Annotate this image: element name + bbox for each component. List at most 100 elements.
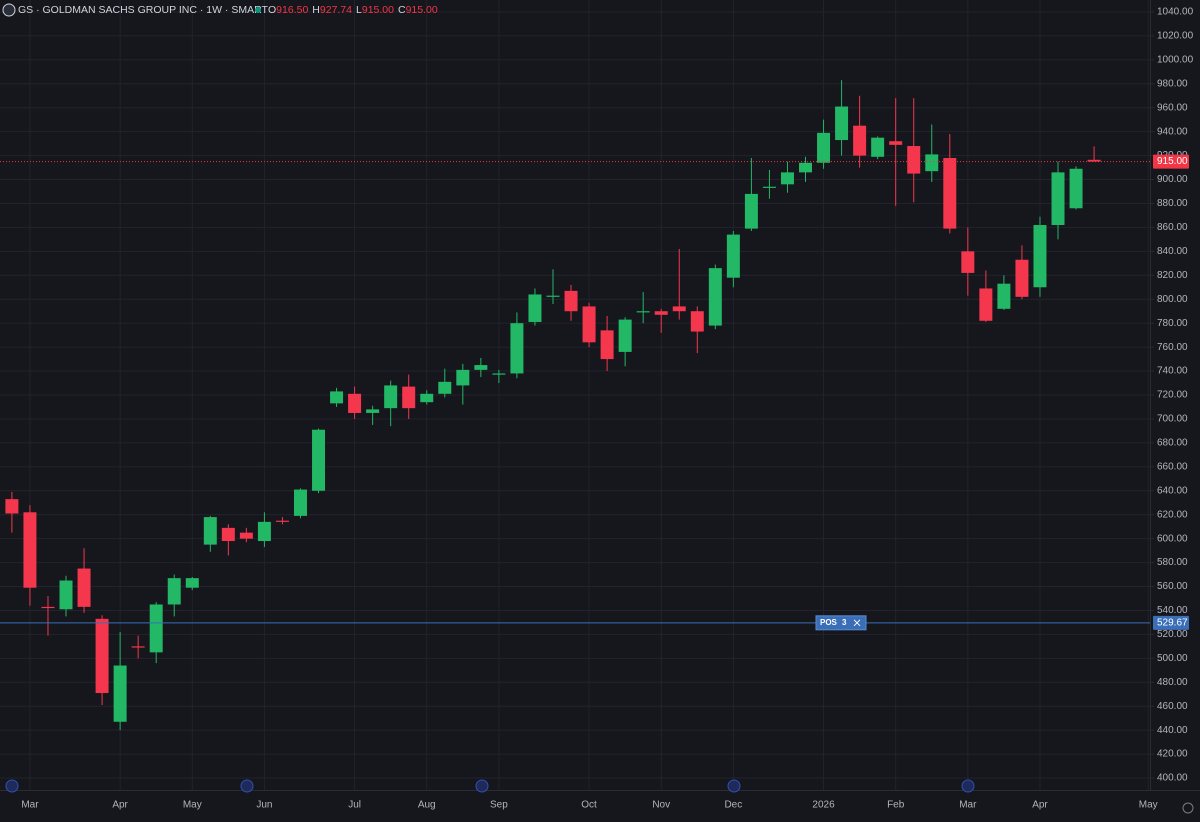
y-tick-label: 580.00	[1157, 557, 1188, 568]
y-tick-label: 640.00	[1157, 485, 1188, 496]
candle-body	[528, 294, 542, 322]
ohlc-value: 916.50	[276, 4, 308, 16]
event-icon[interactable]	[961, 779, 975, 793]
y-tick-label: 680.00	[1157, 438, 1188, 449]
x-tick-label: Apr	[1032, 800, 1048, 811]
x-tick-label: Dec	[724, 800, 742, 811]
event-markers	[5, 779, 975, 793]
candle-body	[853, 125, 867, 156]
candle-body	[997, 283, 1011, 309]
settings-icon[interactable]	[1182, 802, 1194, 814]
candle-body	[510, 323, 524, 374]
y-tick-label: 720.00	[1157, 390, 1188, 401]
candle-body	[1051, 172, 1065, 226]
candle-body	[618, 319, 632, 352]
candle-body	[185, 578, 199, 588]
y-tick-label: 1040.00	[1157, 7, 1194, 18]
y-tick-label: 500.00	[1157, 653, 1188, 664]
close-icon	[853, 619, 861, 627]
candle-body	[1033, 225, 1047, 288]
y-tick-label: 940.00	[1157, 126, 1188, 137]
position-quantity: 3	[842, 618, 847, 627]
candle-body	[41, 606, 55, 609]
candle-body	[239, 532, 253, 539]
candle-body	[257, 521, 271, 542]
y-tick-label: 700.00	[1157, 414, 1188, 425]
candle-body	[456, 369, 470, 386]
ohlc-value: 927.74	[320, 4, 352, 16]
event-icon[interactable]	[727, 779, 741, 793]
ohlc-label: O	[268, 4, 276, 16]
candle-body	[835, 106, 849, 141]
candle-body	[726, 234, 740, 278]
candle-body	[817, 132, 831, 163]
candle-body	[871, 137, 885, 157]
candle-body	[1015, 259, 1029, 297]
ohlc-value: 915.00	[406, 4, 438, 16]
position-label: 529.67	[1157, 617, 1188, 628]
candle-body	[113, 665, 127, 722]
candle-body	[293, 489, 307, 516]
y-tick-label: 420.00	[1157, 749, 1188, 760]
y-tick-label: 440.00	[1157, 725, 1188, 736]
ohlc-label: H	[312, 4, 320, 16]
candle-body	[744, 193, 758, 229]
y-tick-label: 540.00	[1157, 605, 1188, 616]
candle-body	[1069, 168, 1083, 209]
x-tick-label: May	[183, 800, 202, 811]
market-status	[255, 7, 261, 13]
candle-body	[546, 295, 560, 297]
candle-body	[275, 520, 289, 522]
y-tick-label: 800.00	[1157, 294, 1188, 305]
candle-body	[23, 512, 37, 588]
y-tick-label: 560.00	[1157, 581, 1188, 592]
candle-body	[961, 251, 975, 273]
y-tick-label: 460.00	[1157, 701, 1188, 712]
y-tick-label: 780.00	[1157, 318, 1188, 329]
event-icon[interactable]	[475, 779, 489, 793]
candle-body	[979, 288, 993, 321]
x-tick-label: Mar	[21, 800, 39, 811]
candle-body	[799, 162, 812, 173]
y-tick-label: 980.00	[1157, 78, 1188, 89]
candle-body	[582, 306, 596, 343]
y-tick-label: 400.00	[1157, 773, 1188, 784]
x-tick-label: Jun	[256, 800, 272, 811]
candle-body	[1087, 159, 1101, 162]
price-label-bg	[1153, 154, 1189, 169]
x-tick-label: Apr	[112, 800, 128, 811]
x-tick-label: 2026	[812, 800, 835, 811]
candle-body	[672, 306, 686, 312]
candle-body	[5, 499, 19, 514]
candle-body	[149, 604, 163, 653]
y-tick-label: 1000.00	[1157, 54, 1194, 65]
price-label: 915.00	[1157, 156, 1188, 167]
candle-body	[762, 186, 776, 188]
position-tag[interactable]: POS 3	[815, 615, 867, 631]
x-tick-label: Sep	[490, 800, 508, 811]
x-tick-label: Aug	[418, 800, 436, 811]
candle-body	[907, 146, 921, 174]
candle-body	[95, 618, 109, 694]
x-tick-label: Oct	[581, 800, 597, 811]
ohlc-label: L	[356, 4, 362, 16]
candle-body	[221, 527, 235, 542]
y-tick-label: 520.00	[1157, 629, 1188, 640]
candle-body	[600, 330, 614, 360]
candle-body	[690, 311, 704, 332]
symbol-title: GS · GOLDMAN SACHS GROUP INC · 1W · SMAR…	[18, 4, 268, 16]
candle-body	[654, 311, 668, 315]
candle-body	[366, 409, 380, 413]
candle-body	[780, 172, 794, 185]
x-tick-label: Mar	[959, 800, 977, 811]
event-icon[interactable]	[240, 779, 254, 793]
event-icon[interactable]	[5, 779, 19, 793]
candle-body	[384, 385, 398, 409]
x-tick-label: Feb	[887, 800, 905, 811]
candle-body	[312, 429, 326, 491]
y-tick-label: 760.00	[1157, 342, 1188, 353]
y-tick-label: 740.00	[1157, 366, 1188, 377]
y-tick-label: 860.00	[1157, 222, 1188, 233]
